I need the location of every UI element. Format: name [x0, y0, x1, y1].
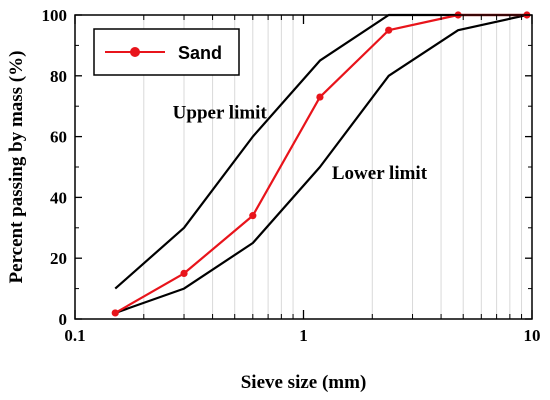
- y-tick-label: 20: [50, 249, 67, 268]
- y-tick-label: 80: [50, 67, 67, 86]
- data-point: [111, 309, 119, 317]
- y-tick-label: 0: [59, 310, 68, 329]
- legend-sand-marker: [130, 47, 140, 57]
- x-tick-label: 1: [299, 326, 308, 345]
- legend-sand-label: Sand: [178, 43, 222, 63]
- y-tick-label: 40: [50, 188, 67, 207]
- annotation-lower-limit: Lower limit: [332, 163, 428, 184]
- annotation-upper-limit: Upper limit: [173, 102, 268, 123]
- x-tick-label: 0.1: [64, 326, 85, 345]
- y-tick-label: 100: [42, 6, 68, 25]
- data-point: [385, 26, 393, 34]
- data-point: [249, 212, 257, 220]
- limit-line-2: [114, 13, 528, 314]
- axis-ticks: [74, 14, 533, 320]
- y-tick-label: 60: [50, 128, 67, 147]
- x-tick-label: 10: [524, 326, 541, 345]
- y-axis-label: Percent passing by mass (%): [6, 51, 27, 284]
- data-point: [180, 269, 188, 277]
- x-axis-label: Sieve size (mm): [241, 372, 367, 393]
- legend: Sand: [93, 28, 240, 76]
- series-markers: [111, 11, 531, 317]
- data-point: [316, 93, 324, 101]
- grid-lines: [143, 15, 523, 319]
